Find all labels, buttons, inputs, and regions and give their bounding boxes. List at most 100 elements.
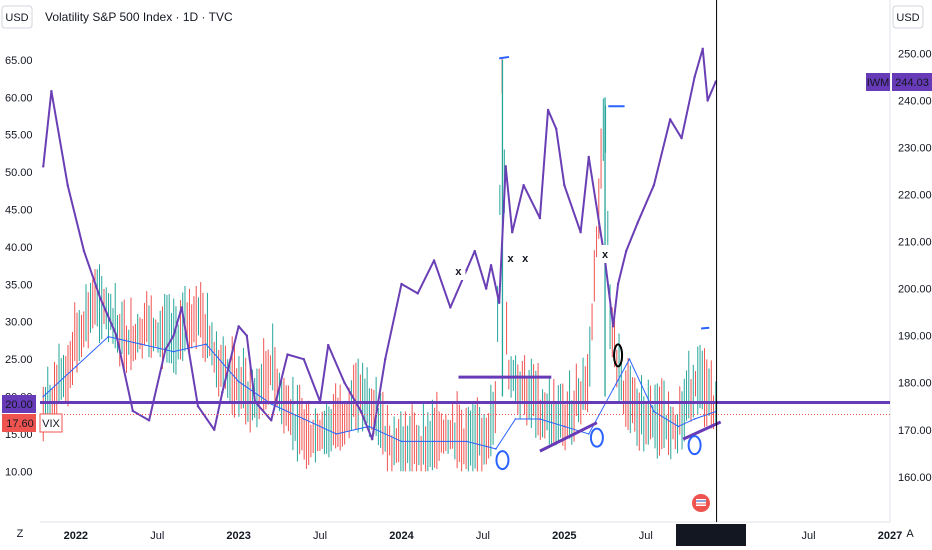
x-marker[interactable]: x — [503, 249, 518, 267]
peak-marker-line[interactable] — [701, 326, 710, 330]
circled-high-marker[interactable] — [613, 343, 624, 368]
ma-point — [495, 448, 497, 450]
crosshair-date-badge: Fri 05 Dec '25 — [676, 524, 746, 546]
iwm-badge-value-bg — [892, 73, 932, 91]
ma-point — [335, 433, 338, 435]
left-currency-button[interactable] — [1, 5, 33, 29]
ma-point — [302, 418, 305, 420]
iwm-point — [302, 358, 305, 361]
auto-scale-icon[interactable]: A — [906, 528, 914, 540]
axis-ticks: 65.00 60.00 55.00 50.00 45.00 40.00 35.00 30.00… — [5, 49, 932, 542]
iwm-point — [172, 334, 175, 337]
chart-title: Volatility S&P 500 Index · 1D · TVC — [45, 10, 233, 24]
ma-point — [514, 418, 517, 420]
ma-point — [563, 425, 566, 428]
flag-event-icon[interactable] — [692, 494, 710, 512]
x-axis-tick: Jul — [639, 530, 653, 542]
iwm-point — [270, 419, 273, 422]
iwm-point — [327, 343, 330, 347]
right-axis-tick: 230.00 — [898, 143, 932, 155]
iwm-point — [99, 296, 102, 300]
iwm-point — [164, 348, 167, 352]
iwm-point — [449, 306, 452, 309]
x-marker[interactable]: x — [451, 262, 466, 280]
flag-icon-field — [696, 499, 706, 506]
iwm-point — [465, 268, 468, 272]
ma-point — [400, 440, 403, 443]
iwm-point — [229, 358, 232, 361]
iwm-point — [359, 409, 362, 413]
x-marker[interactable]: x — [518, 249, 533, 267]
ma-point — [677, 425, 680, 428]
iwm-point — [400, 282, 403, 286]
iwm-point — [42, 165, 45, 168]
iwm-point — [538, 216, 542, 220]
iwm-point — [489, 263, 493, 267]
left-axis-tick: 60.00 — [5, 92, 33, 104]
iwm-point — [131, 409, 135, 413]
circled-low-marker[interactable] — [589, 427, 604, 448]
iwm-point — [484, 287, 488, 290]
x-marker-label: x — [455, 266, 462, 278]
annotations: xx x x — [40, 0, 890, 522]
x-axis-tick: 2025 — [552, 530, 576, 542]
iwm-point — [680, 136, 683, 140]
left-axis-tick: 35.00 — [5, 279, 33, 291]
trend-line[interactable] — [682, 420, 722, 441]
iwm-point — [432, 259, 436, 262]
iwm-point — [147, 419, 151, 422]
vix-badge-name: VIX — [42, 418, 60, 430]
ma-point — [465, 440, 468, 443]
iwm-point — [636, 221, 639, 225]
hline-badge-bg — [2, 395, 36, 413]
iwm-point — [579, 231, 582, 234]
iwm-point — [213, 428, 216, 431]
circled-low-marker[interactable] — [495, 450, 510, 471]
iwm-point — [286, 353, 289, 356]
x-marker[interactable]: x — [598, 245, 613, 263]
right-axis-tick: 240.00 — [898, 96, 932, 108]
x-axis-tick: Jul — [313, 530, 327, 542]
left-axis-tick: 65.00 — [5, 55, 33, 67]
left-axis-tick: 40.00 — [5, 242, 33, 254]
iwm-point — [196, 405, 200, 408]
left-axis-tick: 25.00 — [5, 354, 33, 366]
ma-series — [42, 335, 717, 450]
vix-badge-value-bg — [2, 414, 36, 432]
iwm-point — [668, 118, 672, 121]
ma-point — [75, 365, 77, 368]
right-currency-button[interactable] — [892, 5, 924, 29]
x-axis-tick: 2023 — [226, 530, 250, 542]
iwm-point — [82, 249, 86, 253]
vix-badge-value: 17.60 — [6, 418, 34, 430]
ma-point — [172, 350, 175, 353]
trend-line[interactable] — [539, 421, 598, 453]
iwm-point — [652, 183, 656, 187]
timezone-icon[interactable]: Z — [17, 528, 24, 540]
ma-point — [205, 343, 207, 345]
iwm-point — [522, 183, 525, 187]
circled-low-marker[interactable] — [687, 435, 702, 456]
iwm-point — [245, 334, 249, 337]
ma-point — [539, 418, 541, 420]
x-axis-tick: Jul — [150, 530, 164, 542]
iwm-point — [616, 282, 620, 286]
ma-point — [628, 358, 631, 360]
hline-badge-value: 20.00 — [5, 399, 33, 411]
peak-marker-line[interactable] — [499, 55, 510, 60]
vix-price-badge: 17.60 VIX — [2, 413, 63, 433]
x-marker-bg — [503, 249, 518, 267]
x-marker-bg — [518, 249, 533, 267]
iwm-point — [554, 127, 558, 130]
x-axis-tick: 2022 — [64, 530, 88, 542]
iwm-point — [180, 306, 183, 309]
x-axis-tick: 2027 — [878, 530, 902, 542]
right-axis-tick: 200.00 — [898, 284, 932, 296]
x-axis-tick: Jul — [476, 530, 490, 542]
right-axis-tick: 160.00 — [898, 472, 932, 484]
x-marker-label: x — [522, 253, 529, 265]
right-axis-tick: 250.00 — [898, 49, 932, 61]
ma-point — [433, 440, 435, 443]
x-marker-label: x — [602, 249, 609, 261]
vix-badge-name-bg — [39, 413, 63, 433]
